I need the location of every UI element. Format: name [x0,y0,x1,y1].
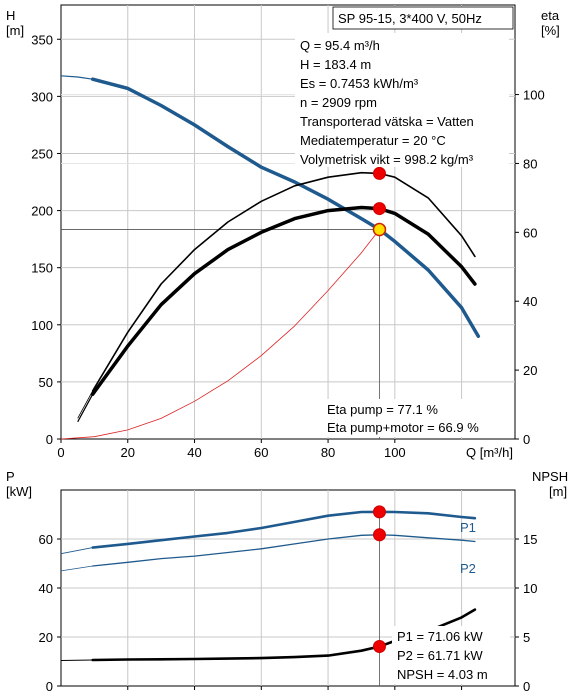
info-line: Mediatemperatur = 20 °C [300,133,446,148]
bottom-left-axis-unit: [kW] [6,484,32,499]
left-tick-label: 300 [31,89,53,104]
info-line: Es = 0.7453 kWh/m³ [300,76,419,91]
x-tick-label: 100 [384,445,406,460]
operating-point-marker [372,202,386,216]
top-chart: 0 50 100 150 200 250 300 350 0 20 40 60 80 100 0 20 40 60… [6,4,560,460]
p2-value: P2 = 61.71 kW [397,648,483,663]
info-line: Volymetrisk vikt = 998.2 kg/m³ [300,152,474,167]
chart-title-box [332,6,514,30]
info-line: n = 2909 rpm [300,95,377,110]
left-tick-label: 250 [31,146,53,161]
info-line: H = 183.4 m [300,57,371,72]
series-line-extension [60,565,93,572]
operating-point-marker [372,166,386,180]
right-tick-label: 40 [523,294,537,309]
p1-value: P1 = 71.06 kW [397,629,483,644]
right-tick-label: 0 [523,432,530,447]
left-tick-label: 60 [39,532,53,547]
left-tick-label: 0 [46,432,53,447]
eta-panel: Eta pump = 77.1 % Eta pump+motor = 66.9 … [322,399,512,437]
top-right-axis-label: eta [541,8,560,23]
series-line [91,510,477,549]
top-tick-labels: 0 50 100 150 200 250 300 350 0 20 40 60 80 100 0 20 40 60… [31,32,544,460]
operating-point-marker [372,640,386,654]
chart-title: SP 95-15, 3*400 V, 50Hz [338,11,482,26]
x-tick-label: 40 [187,445,201,460]
series-line [90,77,481,338]
info-line: Transporterad vätska = Vatten [300,114,474,129]
eta-pump-motor-label: Eta pump+motor = 66.9 % [327,420,479,435]
series-line [60,229,380,440]
right-tick-label: 0 [523,679,530,694]
series-line [90,205,477,396]
right-tick-label: 60 [523,225,537,240]
series-label-p1: P1 [460,520,476,535]
left-tick-label: 50 [39,375,53,390]
series-label-p2: P2 [460,561,476,576]
bottom-right-axis-label: NPSH [532,469,568,484]
info-panel: Q = 95.4 m³/h H = 183.4 m Es = 0.7453 kW… [295,33,509,167]
left-tick-label: 40 [39,581,53,596]
series-line-extension [77,393,94,423]
left-tick-label: 0 [46,679,53,694]
right-tick-label: 80 [523,156,537,171]
bottom-chart: 0 20 40 60 0 5 10 15 P [kW] NPSH [m] P1 P2 P1 =… [6,469,568,694]
left-tick-label: 350 [31,32,53,47]
x-tick-label: 60 [254,445,268,460]
left-tick-label: 20 [39,630,53,645]
right-tick-label: 5 [523,630,530,645]
top-right-axis-unit: [%] [541,23,560,38]
left-tick-label: 200 [31,204,53,219]
right-tick-label: 15 [523,532,537,547]
left-tick-label: 100 [31,318,53,333]
npsh-value: NPSH = 4.03 m [397,667,488,682]
duty-point-marker [372,222,387,237]
x-tick-label: 0 [57,445,64,460]
right-tick-label: 10 [523,581,537,596]
right-tick-label: 100 [523,88,545,103]
power-info-panel: P1 = 71.06 kW P2 = 61.71 kW NPSH = 4.03 … [392,626,510,684]
x-tick-label: 80 [321,445,335,460]
series-line-extension [77,390,94,419]
operating-point-marker [372,528,386,542]
bottom-operating-points [372,505,386,654]
eta-pump-label: Eta pump = 77.1 % [327,402,438,417]
right-tick-label: 20 [523,363,537,378]
series-line-extension [60,75,93,80]
series-line-extension [60,659,93,661]
top-left-axis-unit: [m] [6,23,24,38]
series-line [91,171,476,392]
bottom-tick-labels: 0 20 40 60 0 5 10 15 [39,532,538,694]
top-left-axis-label: H [6,8,15,23]
x-axis-label: Q [m³/h] [466,445,513,460]
info-line: Q = 95.4 m³/h [300,38,380,53]
bottom-left-axis-label: P [6,469,15,484]
operating-point-marker [372,505,386,519]
bottom-right-axis-unit: [m] [549,484,567,499]
left-tick-label: 150 [31,261,53,276]
top-operating-points [372,166,387,237]
series-line-extension [60,547,93,555]
top-series [60,75,481,440]
x-tick-label: 20 [121,445,135,460]
series-line [92,534,476,567]
